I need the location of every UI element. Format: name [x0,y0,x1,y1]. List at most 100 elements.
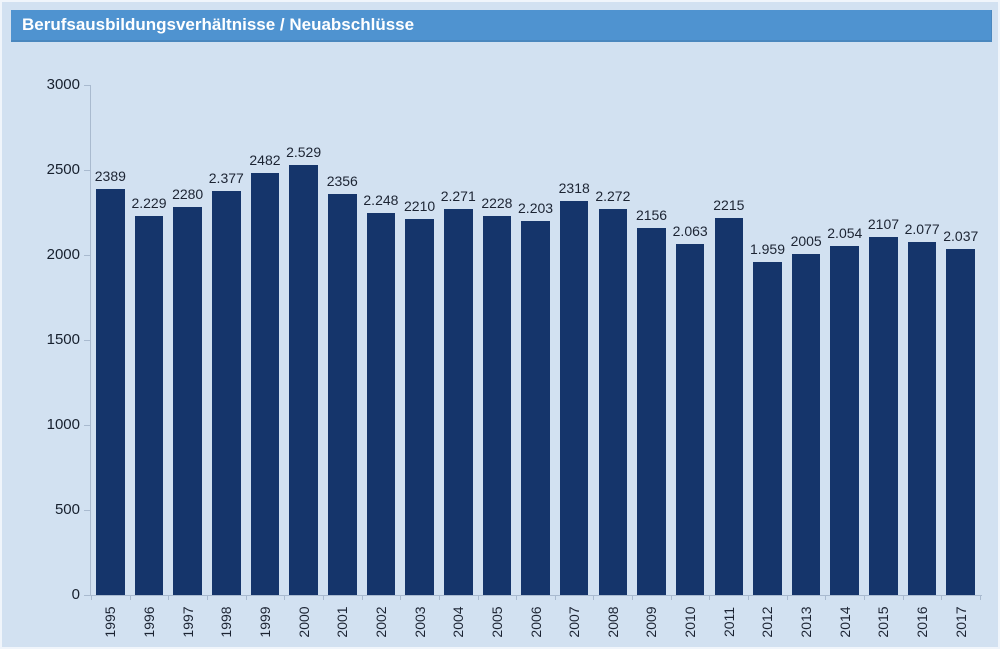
bar-cell: 2005 [787,85,826,595]
bar-cell: 2.271 [439,85,478,595]
x-axis-category-label: 2002 [372,606,389,638]
bar-value-label: 1.959 [749,240,786,257]
bar-value-label: 2318 [558,179,590,196]
x-axis-tick [709,595,711,600]
bar [946,248,976,595]
x-axis-tick [129,595,131,600]
x-axis-category-label: 1999 [256,606,273,638]
bar-value-label: 2.054 [827,224,863,241]
bar [482,216,512,595]
x-axis-category-label: 2012 [759,606,776,638]
bar-cell: 2210 [400,85,439,595]
bar-value-label: 2.077 [904,220,940,237]
bar-cell: 2.229 [130,85,169,595]
bar-value-label: 2228 [481,195,513,212]
bar [327,194,357,595]
y-axis-tick-label: 1500 [46,331,80,348]
bar [289,165,318,595]
bar-value-label: 2.063 [672,223,708,240]
y-axis-tick [84,255,90,256]
bar-cell: 2228 [478,85,517,595]
bar [753,261,782,595]
y-axis-tick-label: 0 [71,586,80,603]
bar-value-label: 2.377 [208,169,244,186]
x-axis-category-label: 2016 [914,606,931,638]
bar-value-label: 2.037 [943,227,979,244]
x-axis-tick [593,595,595,600]
x-axis-tick [516,595,518,600]
bar-cell: 2.203 [516,85,555,595]
x-axis-category-label: 2011 [720,606,737,638]
bar [521,220,550,595]
x-axis-tick [902,595,904,600]
bar-value-label: 2.229 [131,195,167,212]
x-axis-category-label: 1998 [218,606,235,638]
x-axis-tick [245,595,247,600]
y-axis-tick [84,510,90,511]
bar [443,208,473,595]
bar-cell: 2.037 [941,85,980,595]
x-axis-labels: 1995 1996 1997 1998 1999 2000 2001 2002 2003 2004… [91,600,980,644]
x-axis-tick [477,595,479,600]
y-axis-tick-label: 500 [54,501,80,518]
bar-value-label: 2005 [790,233,822,250]
bar-cell: 2.063 [671,85,710,595]
x-axis-category-label: 2008 [604,606,621,638]
bar [907,241,937,595]
bar-value-label: 2356 [326,173,358,190]
x-axis-category-label: 2001 [334,606,351,638]
x-axis-category-label: 2007 [566,606,583,638]
bar-cell: 2.077 [903,85,942,595]
x-axis-tick [400,595,402,600]
y-axis-tick [84,425,90,426]
bar [250,173,280,595]
bar-cell: 2215 [710,85,749,595]
bar [714,218,744,595]
bar-cell: 2318 [555,85,594,595]
y-axis-tick-label: 2000 [46,246,80,263]
plot-area: 2389 2.229 2280 2.377 2482 2.529 2356 2.248 2210… [91,85,980,595]
x-axis-category-label: 2000 [295,606,312,638]
bar-value-label: 2.248 [363,191,399,208]
bar-value-label: 2210 [404,198,436,215]
y-axis-tick-label: 3000 [46,76,80,93]
x-axis-category-label: 2003 [411,606,428,638]
x-axis-category-label: 2010 [682,606,699,638]
x-axis-category-label: 2004 [450,606,467,638]
bar-value-label: 2107 [867,215,900,232]
x-axis-category-label: 2005 [488,606,505,638]
bar [559,200,589,595]
bar-value-label: 2.529 [286,144,322,161]
bar [134,216,164,595]
x-axis-tick [206,595,208,600]
chart-title-bar: Berufsausbildungsverhältnisse / Neuabsch… [11,10,992,42]
bar [598,208,628,595]
x-axis-tick [322,595,324,600]
bar-cell: 2156 [632,85,671,595]
x-axis-tick [168,595,170,600]
x-axis-tick [864,595,866,600]
x-axis-tick [670,595,672,600]
bar [791,254,821,595]
bar [637,228,666,595]
x-axis-ticks [91,595,981,600]
bar-value-label: 2482 [249,152,281,169]
y-axis-tick-label: 1000 [46,416,80,433]
bar-cell: 2.377 [207,85,246,595]
x-axis-tick [786,595,788,600]
bar [405,219,434,595]
bar-value-label: 2280 [172,186,204,203]
y-axis-tick [84,340,90,341]
bar-value-label: 2215 [713,197,745,214]
bar [96,188,125,595]
bar-cell: 2.272 [594,85,633,595]
y-axis-tick [84,595,90,596]
bar-value-label: 2156 [635,207,668,224]
x-axis-category-label: 2014 [836,606,853,638]
x-axis-tick [941,595,943,600]
bar-value-label: 2389 [94,167,126,184]
x-axis-category-label: 2013 [798,606,815,638]
bar-cell: 2.529 [284,85,323,595]
x-axis-tick [284,595,286,600]
